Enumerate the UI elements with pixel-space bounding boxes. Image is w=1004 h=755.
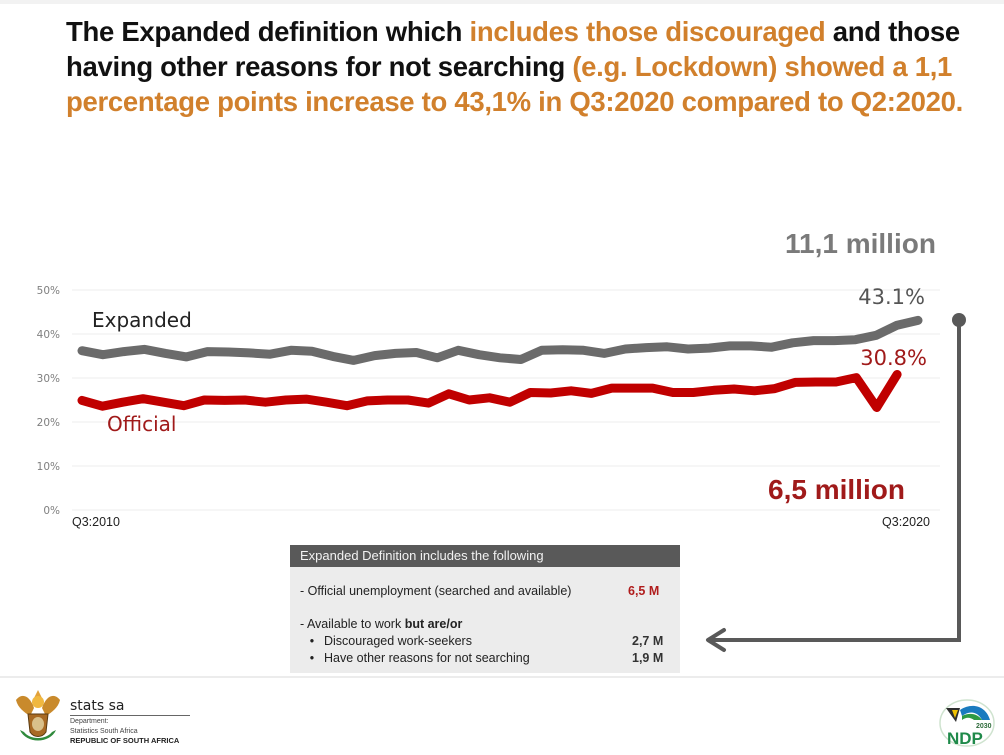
definition-row-value-official: 6,5 M — [628, 584, 660, 598]
official-end-value-label: 30.8% — [860, 346, 927, 370]
y-tick-label: 50% — [37, 285, 60, 297]
series-lines — [77, 315, 923, 412]
connector-arrow — [706, 313, 966, 652]
dept-line-2: Statistics South Africa — [70, 728, 138, 735]
series-label-expanded: Expanded — [92, 308, 192, 332]
expanded-total-annotation: 11,1 million — [785, 228, 936, 259]
ndp-text: NDP — [947, 729, 983, 748]
definition-row-value-discouraged: 2,7 M — [632, 634, 664, 648]
definition-row-official: - Official unemployment (searched and av… — [300, 584, 571, 598]
headline-part1: The Expanded definition which — [66, 16, 470, 47]
org-name: stats sa — [70, 698, 190, 716]
headline: The Expanded definition which includes t… — [66, 14, 966, 119]
coat-of-arms-icon — [16, 690, 60, 741]
connector-line — [708, 320, 961, 642]
x-start-label: Q3:2010 — [72, 515, 120, 529]
definition-row-label: Discouraged work-seekers — [324, 634, 472, 648]
definition-row-label: Have other reasons for not searching — [324, 651, 530, 665]
y-tick-label: 30% — [37, 373, 60, 385]
line-chart: 0% 10% 20% 30% 40% 50% Expanded Official 43.1… — [37, 285, 966, 652]
stats-sa-logo: stats sa Department: Statistics South Af… — [70, 698, 190, 745]
arrowhead-icon — [706, 628, 726, 652]
definition-row-value-other-reasons: 1,9 M — [632, 651, 664, 665]
y-axis-ticks: 0% 10% 20% 30% 40% 50% — [37, 285, 60, 517]
ndp-year: 2030 — [976, 723, 992, 730]
series-line-official — [77, 370, 902, 412]
bullet-icon: • — [309, 651, 315, 665]
footer-divider — [0, 676, 1004, 678]
y-tick-label: 0% — [43, 505, 60, 517]
definition-row-label: - Available to work — [300, 617, 405, 631]
definition-row-other-reasons: • Have other reasons for not searching — [300, 651, 530, 665]
y-tick-label: 40% — [37, 329, 60, 341]
official-total-annotation: 6,5 million — [768, 474, 905, 505]
expanded-end-value-label: 43.1% — [858, 285, 925, 309]
dept-line-1: Department: — [70, 718, 109, 725]
definition-row-available: - Available to work but are/or — [300, 617, 462, 631]
definition-box: Expanded Definition includes the followi… — [290, 545, 680, 673]
headline-highlight-2: (e.g. Lockdown) showed a 1,1 percentage … — [66, 51, 963, 117]
headline-part3: and those having other reasons for not s… — [66, 16, 960, 82]
headline-highlight-1: includes those discouraged — [469, 16, 826, 47]
top-band — [0, 0, 1004, 4]
definition-row-discouraged: • Discouraged work-seekers — [300, 634, 472, 648]
y-tick-label: 10% — [37, 461, 60, 473]
series-line-expanded — [77, 315, 923, 365]
ndp-2030-logo-icon: 2030 NDP — [939, 699, 995, 748]
series-labels: Expanded Official 43.1% 30.8% Q3:2010 Q3… — [72, 285, 930, 529]
x-end-label: Q3:2020 — [882, 515, 930, 529]
definition-row-label: - Official unemployment (searched and av… — [300, 584, 572, 598]
y-tick-label: 20% — [37, 417, 60, 429]
definition-box-header: Expanded Definition includes the followi… — [290, 545, 680, 567]
series-label-official: Official — [107, 412, 176, 436]
bullet-icon: • — [309, 634, 315, 648]
definition-row-label-bold: but are/or — [404, 617, 463, 631]
gridlines — [72, 289, 940, 511]
country-name: REPUBLIC OF SOUTH AFRICA — [70, 736, 180, 745]
